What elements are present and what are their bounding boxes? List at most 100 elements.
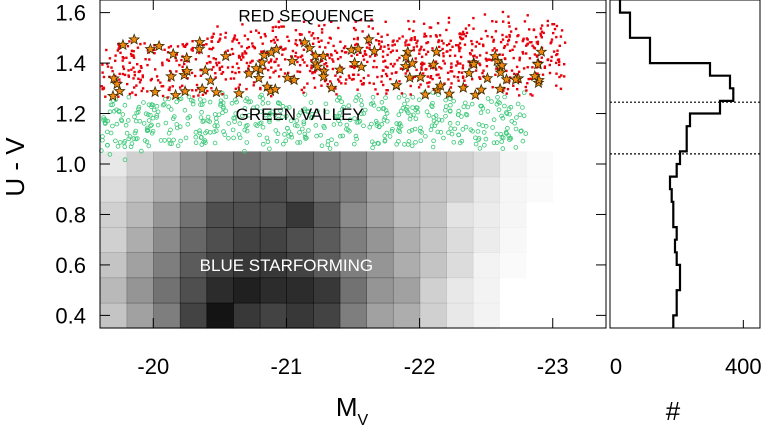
red-sequence-point [244,52,247,55]
red-sequence-point [191,40,194,43]
red-sequence-point [438,34,442,37]
red-sequence-point [320,28,324,31]
red-sequence-point [232,38,235,41]
density-cell [392,302,421,329]
green-valley-point [432,123,438,129]
green-valley-point [244,96,250,101]
red-sequence-point [507,39,510,43]
star-marker [495,59,508,71]
red-sequence-point [559,87,563,90]
red-sequence-point [375,66,378,69]
green-valley-point [120,112,126,117]
green-valley-point [483,124,489,129]
red-sequence-point [406,69,409,73]
y-tick-label: 1.6 [55,1,86,26]
red-sequence-point [127,74,130,77]
green-valley-point [122,144,128,150]
star-marker [232,87,245,99]
green-valley-point [242,127,248,133]
red-sequence-point [233,36,236,40]
green-valley-point [201,139,206,145]
red-sequence-point [370,18,373,21]
density-cell [233,227,261,253]
red-sequence-point [342,46,346,50]
green-valley-point [470,128,475,134]
green-valley-point [396,95,402,100]
red-sequence-point [132,56,136,59]
red-sequence-point [459,37,463,40]
star-marker [368,44,381,57]
red-sequence-point [241,54,244,57]
red-sequence-point [323,63,326,66]
red-sequence-point [552,31,555,35]
red-sequence-point [161,85,165,88]
red-sequence-point [451,45,454,48]
red-sequence-point [381,50,385,53]
green-valley-point [288,132,294,137]
green-valley-point [359,111,364,117]
red-sequence-point [442,52,445,55]
red-sequence-point [468,64,472,67]
red-sequence-point [277,64,280,67]
star-marker [401,45,414,58]
red-sequence-point [327,41,330,45]
green-valley-point [477,146,483,151]
green-valley-point [310,111,315,117]
red-sequence-point [231,65,234,69]
star-marker [153,39,166,52]
red-sequence-point [449,39,452,42]
density-cell [126,277,154,304]
green-valley-point [313,123,319,128]
red-sequence-point [334,49,337,53]
red-sequence-point [252,84,255,87]
green-valley-point [441,135,446,141]
red-sequence-point [413,36,416,39]
red-sequence-point [102,75,106,79]
green-valley-point [190,98,196,104]
green-valley-point [251,105,256,111]
red-sequence-point [450,70,454,73]
red-sequence-point [521,50,524,54]
red-sequence-point [505,92,508,95]
red-sequence-point [391,40,394,43]
green-valley-point [183,135,189,141]
red-sequence-point [106,65,110,68]
red-sequence-point [311,71,314,74]
green-valley-point [127,134,133,139]
red-sequence-point [516,73,519,76]
red-sequence-point [300,33,303,36]
red-sequence-point [302,91,305,94]
red-sequence-point [323,23,326,27]
red-sequence-point [183,45,187,48]
red-sequence-point [133,70,136,74]
density-cell [419,252,447,279]
green-valley-point [476,136,482,141]
green-valley-point [376,106,382,112]
red-sequence-point [415,41,418,45]
star-marker [427,58,440,70]
star-marker [403,71,416,83]
red-sequence-point [232,77,236,80]
red-sequence-point [155,75,159,78]
red-sequence-point [517,70,521,73]
red-sequence-point [389,77,392,81]
density-cell [313,151,341,178]
red-sequence-point [556,49,559,52]
green-valley-point [214,119,219,125]
green-valley-point [236,132,242,137]
red-sequence-point [502,46,506,50]
star-marker [286,54,299,67]
green-valley-point [325,142,331,148]
green-valley-point [324,109,330,115]
density-cell [259,227,288,253]
red-sequence-point [126,45,130,48]
green-valley-point [430,144,436,150]
star-marker [509,73,522,85]
green-valley-point [379,121,385,127]
green-valley-point [110,123,115,129]
red-sequence-point [555,35,558,39]
red-sequence-point [550,59,553,62]
red-sequence-point [431,77,434,81]
density-cell [366,277,394,304]
red-sequence-point [241,23,244,26]
